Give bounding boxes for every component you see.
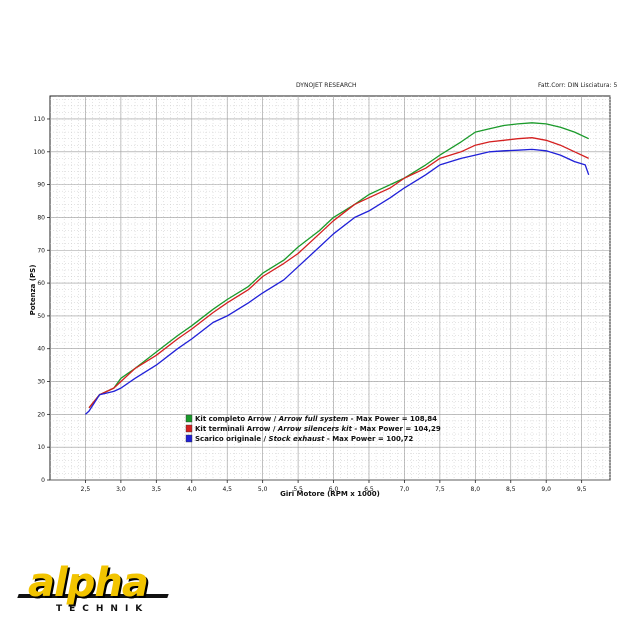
x-axis-label: Giri Motore (RPM x 1000) (280, 490, 380, 498)
x-tick-label: 6,0 (329, 486, 339, 493)
x-tick-label: 5,5 (293, 486, 303, 493)
y-tick-label: 110 (34, 116, 46, 123)
x-tick-label: 3,0 (116, 486, 126, 493)
y-tick-label: 40 (37, 346, 45, 353)
x-tick-label: 2,5 (81, 486, 91, 493)
x-tick-label: 8,0 (471, 486, 481, 493)
x-tick-label: 9,5 (577, 486, 587, 493)
x-tick-label: 3,5 (152, 486, 162, 493)
x-tick-label: 7,0 (400, 486, 410, 493)
axis-ticks: 2,5 3,0 3,5 4,0 4,5 5,0 5,5 6,0 6,5 7,0 7,5 8,0 8,5 9… (34, 116, 587, 493)
y-tick-label: 60 (37, 280, 45, 287)
y-tick-label: 90 (37, 182, 45, 189)
y-tick-label: 80 (37, 214, 45, 221)
grid (50, 96, 611, 481)
series-lines (84, 122, 590, 415)
plot-area (49, 95, 611, 481)
x-tick-label: 8,5 (506, 486, 516, 493)
y-tick-label: 10 (37, 444, 45, 451)
legend-label-3: Scarico originale / Stock exhaust - Max … (195, 435, 413, 443)
x-tick-label: 7,5 (435, 486, 445, 493)
y-tick-label: 100 (34, 149, 46, 156)
logo-alpha-text: alpha (28, 560, 149, 606)
y-tick-label: 20 (37, 411, 45, 418)
legend-label-1: Kit completo Arrow / Arrow full system -… (195, 415, 437, 423)
logo-technik-text: TECHNIK (56, 604, 150, 614)
alpha-technik-logo: alpha TECHNIK (17, 560, 188, 622)
series-line-2 (88, 137, 589, 409)
x-tick-label: 5,0 (258, 486, 268, 493)
y-axis-label: Potenza (PS) (29, 265, 37, 316)
x-tick-label: 4,5 (222, 486, 232, 493)
header-center-title: DYNOJET RESEARCH (296, 82, 357, 89)
legend-swatch-3 (185, 434, 193, 443)
series-line-1 (88, 122, 589, 409)
y-tick-label: 50 (37, 313, 45, 320)
legend-swatch-1 (185, 414, 193, 423)
x-tick-label: 6,5 (364, 486, 374, 493)
y-tick-label: 30 (37, 379, 45, 386)
x-tick-label: 9,0 (541, 486, 551, 493)
y-tick-label: 0 (41, 477, 45, 484)
x-tick-label: 4,0 (187, 486, 197, 493)
header-right-text: Fatt.Corr: DIN Lisciatura: 5 (538, 82, 618, 89)
y-tick-label: 70 (37, 247, 45, 254)
series-line-3 (84, 148, 590, 415)
legend-swatch-2 (185, 424, 193, 433)
legend-label-2: Kit terminali Arrow / Arrow silencers ki… (195, 425, 441, 433)
legend: Kit completo Arrow / Arrow full system -… (185, 414, 441, 443)
